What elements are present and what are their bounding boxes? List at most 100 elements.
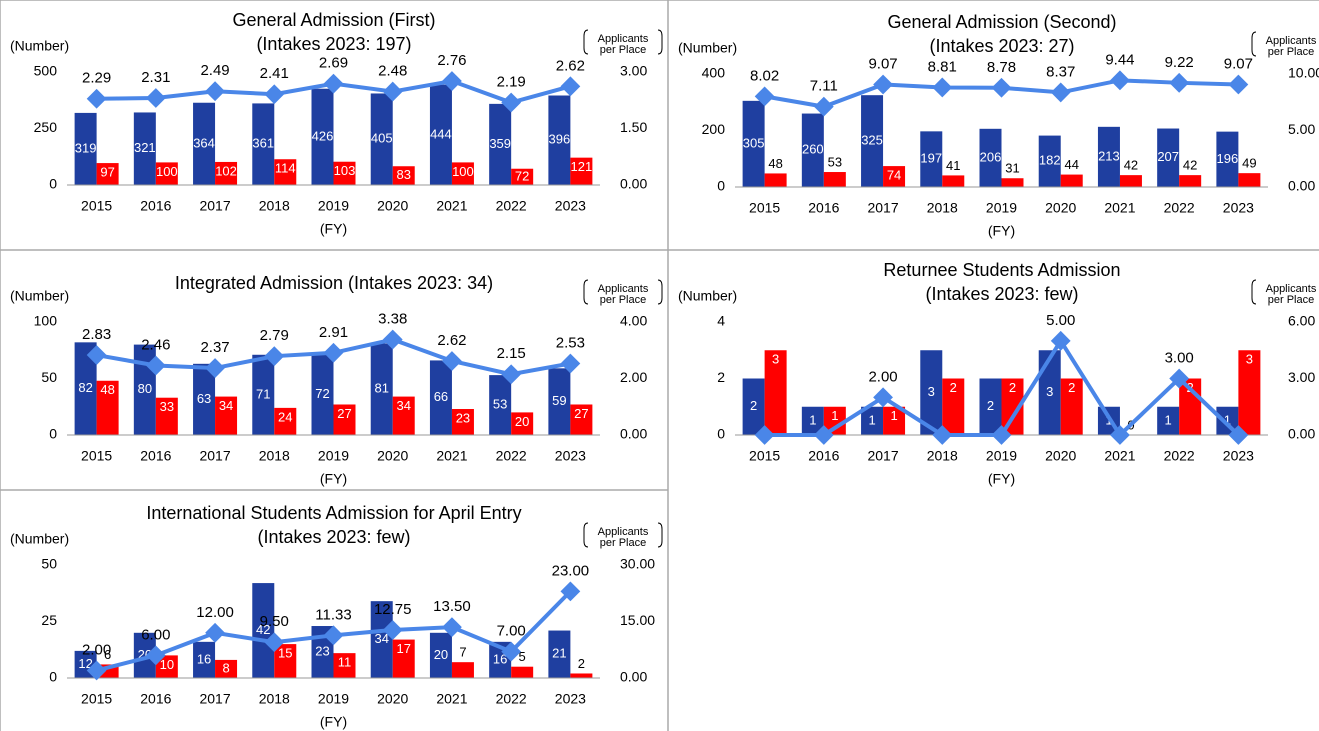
bar: [764, 173, 787, 187]
x-axis-label: (FY): [320, 221, 347, 237]
y2-tick-label: 5.00: [1288, 121, 1315, 137]
bar-value-label: 396: [549, 132, 571, 147]
line-value-label: 9.22: [1165, 54, 1194, 71]
y2-tick-label: 10.00: [1288, 65, 1319, 81]
bar-value-label: 3: [1046, 384, 1053, 399]
bar-value-label: 1: [1165, 412, 1172, 427]
bar-value-label: 2: [1068, 380, 1075, 395]
x-tick-label: 2020: [377, 448, 408, 464]
bar: [1157, 406, 1180, 435]
x-tick-label: 2015: [749, 448, 780, 464]
bar-value-label: 71: [256, 386, 270, 401]
bar-value-label: 42: [1124, 158, 1138, 173]
bar: [1060, 174, 1083, 187]
bar: [742, 378, 765, 435]
line-value-label: 2.76: [437, 52, 466, 69]
line-value-label: 2.29: [82, 70, 111, 87]
x-tick-label: 2022: [496, 198, 527, 214]
x-tick-label: 2016: [808, 200, 839, 216]
line-value-label: 2.62: [556, 57, 585, 74]
bar-value-label: 82: [78, 380, 92, 395]
line-marker: [205, 81, 225, 102]
bar: [979, 128, 1002, 187]
bar: [1119, 175, 1142, 187]
y2-axis-label: Applicants: [598, 526, 649, 538]
bar-value-label: 80: [138, 381, 152, 396]
bar: [252, 583, 275, 678]
x-tick-label: 2021: [436, 198, 467, 214]
bar-value-label: 103: [334, 163, 356, 178]
x-tick-label: 2018: [259, 448, 290, 464]
line-marker: [501, 364, 522, 385]
bar-value-label: 42: [256, 622, 270, 637]
y-tick-label: 2: [717, 369, 725, 385]
line-marker: [501, 92, 522, 113]
x-tick-label: 2023: [555, 198, 586, 214]
bar: [570, 673, 593, 678]
y-tick-label: 0: [717, 178, 725, 194]
bar: [333, 653, 356, 678]
line-marker: [145, 645, 166, 666]
y2-tick-label: 0.00: [620, 426, 647, 442]
y-axis-label: (Number): [678, 288, 737, 304]
bar-value-label: 1: [868, 412, 875, 427]
line-marker: [86, 88, 107, 109]
x-tick-label: 2019: [318, 448, 349, 464]
chart-panel: General Admission (Second) (Intakes 2023:…: [678, 12, 1319, 239]
chart-title: General Admission (Second): [887, 12, 1116, 32]
bar-value-label: 15: [278, 646, 292, 661]
line-value-label: 2.62: [437, 332, 466, 349]
y-tick-label: 25: [41, 612, 57, 628]
bar: [311, 88, 334, 185]
bracket: [583, 522, 589, 548]
x-tick-label: 2017: [867, 200, 898, 216]
y-tick-label: 50: [41, 556, 57, 572]
y-tick-label: 0: [49, 176, 57, 192]
bar-value-label: 102: [215, 163, 237, 178]
y2-axis-label: per Place: [600, 537, 646, 549]
bar: [942, 378, 965, 435]
bar: [96, 380, 119, 435]
x-tick-label: 2017: [199, 448, 230, 464]
line-value-label: 2.15: [497, 345, 526, 362]
bar: [511, 168, 534, 185]
bar: [74, 342, 97, 435]
bar: [570, 157, 593, 185]
y2-tick-label: 3.00: [1288, 369, 1315, 385]
line-value-label: 2.83: [82, 326, 111, 343]
line-value-label: 9.07: [1224, 55, 1253, 72]
bar-value-label: 2: [987, 398, 994, 413]
bar-value-label: 426: [312, 128, 334, 143]
bar-value-label: 42: [1183, 158, 1197, 173]
bar: [215, 659, 238, 678]
bar-value-label: 2: [578, 656, 585, 671]
x-tick-label: 2021: [436, 691, 467, 707]
bar-value-label: 213: [1098, 148, 1120, 163]
bar: [193, 363, 216, 435]
x-axis-label: (FY): [320, 471, 347, 487]
line-marker: [442, 71, 462, 91]
bar-value-label: 10: [160, 657, 174, 672]
bar-value-label: 34: [374, 631, 388, 646]
line-value-label: 5.00: [1046, 312, 1075, 329]
x-tick-label: 2018: [927, 200, 958, 216]
line-value-label: 2.49: [200, 62, 229, 79]
x-tick-label: 2018: [259, 691, 290, 707]
bar-value-label: 53: [493, 396, 507, 411]
bar: [823, 172, 846, 187]
bar: [883, 166, 906, 187]
bar-value-label: 97: [100, 165, 114, 180]
bar-value-label: 17: [396, 641, 410, 656]
x-tick-label: 2019: [318, 691, 349, 707]
y-axis-label: (Number): [10, 531, 69, 547]
line-value-label: 2.00: [82, 641, 111, 658]
bar: [370, 601, 393, 678]
y2-tick-label: 30.00: [620, 556, 655, 572]
line-marker: [754, 425, 775, 445]
bar: [1179, 175, 1202, 187]
bar-value-label: 182: [1039, 153, 1061, 168]
bar-value-label: 31: [1005, 161, 1019, 176]
line-marker: [442, 617, 462, 638]
bar-value-label: 59: [552, 393, 566, 408]
bar-value-label: 1: [831, 408, 838, 423]
